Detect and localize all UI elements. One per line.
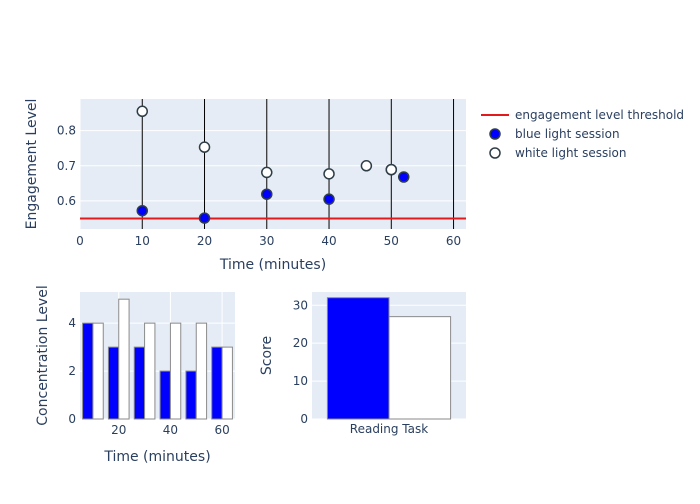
concentration-plot-area	[80, 292, 235, 419]
blue-concentration-bar	[159, 370, 171, 420]
white-session-point	[385, 163, 398, 176]
legend-blue-swatch	[489, 128, 501, 140]
blue-session-point	[261, 188, 273, 200]
score-plot: Reading Task 0 10 20 30 Score	[259, 292, 466, 436]
concentration-plot: 20 40 60 0 2 4 Time (minutes) Concentration …	[35, 285, 235, 465]
score-y-ticks: 0 10 20 30	[293, 298, 308, 426]
x-tick-label: 40	[321, 234, 336, 248]
x-tick-label: 0	[76, 234, 84, 248]
y-tick-label: 0	[300, 412, 308, 426]
blue-concentration-bar	[107, 346, 120, 420]
white-session-point	[136, 105, 149, 118]
engagement-y-ticks: 0.6 0.7 0.8	[57, 124, 76, 208]
y-tick-label: 0	[68, 412, 76, 426]
blue-concentration-bar	[82, 322, 94, 420]
white-concentration-bar	[169, 322, 182, 420]
blue-session-point	[323, 193, 335, 205]
white-session-point	[198, 141, 211, 153]
x-tick-label: 40	[163, 423, 178, 437]
y-tick-label: 0.6	[57, 194, 76, 208]
blue-session-point	[397, 171, 410, 183]
x-tick-label: 50	[384, 234, 399, 248]
legend-blue-label: blue light session	[515, 127, 620, 141]
blue-score-bar	[326, 297, 390, 420]
concentration-x-ticks: 20 40 60	[111, 423, 230, 437]
score-y-axis-label: Score	[259, 336, 275, 375]
white-session-point	[323, 168, 335, 180]
x-tick-label: 20	[111, 423, 126, 437]
legend-white-swatch	[489, 147, 501, 159]
blue-session-point	[136, 204, 149, 217]
engagement-x-ticks: 0 10 20 30 40 50 60	[76, 234, 461, 248]
y-tick-label: 30	[293, 298, 308, 312]
engagement-x-axis-label: Time (minutes)	[219, 257, 326, 273]
blue-session-point	[198, 212, 211, 224]
y-tick-label: 4	[68, 316, 76, 330]
y-tick-label: 20	[293, 336, 308, 350]
white-concentration-bar	[92, 322, 104, 420]
concentration-bars	[82, 298, 233, 420]
x-tick-label: Reading Task	[350, 422, 428, 436]
x-tick-label: 60	[214, 423, 229, 437]
white-concentration-bar	[221, 346, 233, 420]
engagement-markers	[136, 105, 410, 224]
legend-white-label: white light session	[515, 146, 627, 160]
white-concentration-bar	[195, 322, 208, 420]
x-tick-label: 20	[197, 234, 212, 248]
engagement-plot: 0 10 20 30 40 50 60 0.6 0.7 0.8 Time (minutes) E…	[24, 99, 466, 273]
concentration-y-axis-label: Concentration Level	[35, 285, 51, 425]
x-tick-label: 30	[259, 234, 274, 248]
y-tick-label: 0.7	[57, 159, 76, 173]
concentration-x-axis-label: Time (minutes)	[103, 449, 210, 465]
y-tick-label: 10	[293, 374, 308, 388]
concentration-y-ticks: 0 2 4	[68, 316, 76, 426]
blue-concentration-bar	[211, 346, 223, 420]
legend[interactable]: engagement level threshold blue light se…	[481, 108, 684, 160]
y-tick-label: 2	[68, 364, 76, 378]
engagement-y-axis-label: Engagement Level	[24, 99, 40, 230]
white-score-bar	[388, 316, 452, 420]
score-x-ticks: Reading Task	[350, 422, 428, 436]
white-concentration-bar	[144, 322, 156, 420]
x-tick-label: 60	[446, 234, 461, 248]
blue-concentration-bar	[133, 346, 146, 420]
x-tick-label: 10	[135, 234, 150, 248]
blue-concentration-bar	[185, 370, 197, 420]
white-session-point	[261, 166, 273, 179]
score-bars	[326, 297, 452, 420]
legend-threshold-label: engagement level threshold	[515, 108, 684, 122]
white-session-point	[360, 160, 373, 172]
white-concentration-bar	[118, 298, 130, 420]
y-tick-label: 0.8	[57, 124, 76, 138]
